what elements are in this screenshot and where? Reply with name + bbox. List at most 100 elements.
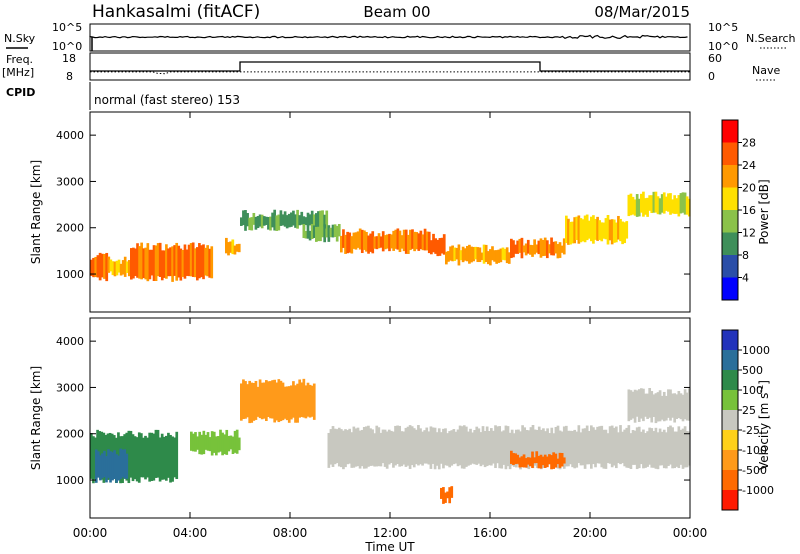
velocity-cell [506,426,510,467]
power-cell [652,191,656,213]
velocity-cell [375,425,379,467]
power-cell [650,195,654,214]
frequency-line [90,71,690,75]
velocity-cell [460,426,464,469]
velocity-cell [190,431,193,451]
power-cell [642,191,645,217]
velocity-cell [419,428,422,465]
velocity-cell [635,427,639,470]
power-cell [400,235,404,249]
velocity-scale-tick-label: -100 [742,444,767,457]
velocity-cell [107,449,110,478]
velocity-cell [541,456,545,466]
power-swatch [722,120,738,143]
velocity-cell [412,428,416,468]
velocity-cell [262,382,266,419]
power-cell [470,246,473,263]
velocity-cell [529,427,533,463]
power-cell [507,252,511,264]
power-cell [183,244,187,279]
power-cell [225,237,228,254]
power-cell [312,225,316,239]
power-cell [383,235,387,250]
power-cell [552,241,556,256]
velocity-cell [640,431,643,465]
power-cell [111,261,115,276]
velocity-cell [111,452,114,481]
velocity-cell [387,429,391,465]
power-cell [583,215,587,243]
freq-tick-bottom: 8 [66,70,73,83]
velocity-cell [97,451,100,478]
velocity-cell [175,431,179,480]
power-cell [173,245,176,276]
velocity-cell [404,427,408,467]
velocity-cell [385,431,389,469]
power-cell [484,244,488,263]
velocity-cell [129,430,133,478]
velocity-cell [335,429,339,464]
velocity-cell [400,431,404,467]
velocity-cell [327,432,331,468]
velocity-cell [352,426,356,468]
velocity-cell [498,426,502,469]
velocity-cell [150,432,154,482]
power-cell [242,210,245,226]
velocity-cell [585,425,589,465]
velocity-cell [427,431,431,465]
time-tick-label: 00:00 [673,526,708,540]
velocity-cell [658,428,662,466]
power-cell [491,246,494,261]
power-scale-label: Power [dB] [757,179,771,244]
velocity-cell [98,431,102,478]
velocity-cell [398,425,402,467]
velocity-swatch [722,430,738,450]
power-cell [526,239,530,254]
power-cell [635,194,639,217]
velocity-colorbar: 1000 500 100 25 -25 -100 -500 -1000 [721,329,774,511]
velocity-cell [627,425,631,468]
velocity-cell [637,389,641,422]
power-cell [421,234,425,251]
power-cell [423,228,427,251]
power-cell [658,198,662,215]
power-cell [265,216,268,225]
power-cell [512,240,515,258]
velocity-cell [90,433,93,479]
velocity-cell [619,425,622,465]
power-cell [535,244,539,253]
power-cell [585,214,589,241]
velocity-cell [365,426,368,469]
power-cell [306,212,310,227]
power-cell [608,219,612,241]
velocity-cell [681,428,685,469]
power-cell [177,245,181,278]
power-cell [302,216,306,230]
power-cell [142,248,146,279]
velocity-cell [144,435,147,480]
velocity-cell [154,429,158,478]
velocity-cell [518,457,522,468]
velocity-cell [383,429,387,467]
power-cell [427,231,431,254]
velocity-cell [642,388,645,422]
velocity-cell [665,432,668,469]
power-cell [96,255,100,278]
velocity-cell [637,426,641,469]
velocity-cell [250,382,254,423]
power-cell [478,247,482,263]
velocity-cell [406,426,410,466]
power-scale-tick-label: 8 [742,249,749,262]
power-cell [499,248,503,263]
velocity-cell [562,457,566,464]
velocity-cell [296,383,299,423]
power-cell [539,238,543,258]
velocity-cell [229,435,233,450]
power-cell [107,256,111,273]
power-cell [537,240,541,255]
power-cell [354,232,358,250]
power-cell [130,248,133,280]
power-cell [287,213,291,228]
power-swatch [722,165,738,188]
velocity-cell [381,429,385,464]
